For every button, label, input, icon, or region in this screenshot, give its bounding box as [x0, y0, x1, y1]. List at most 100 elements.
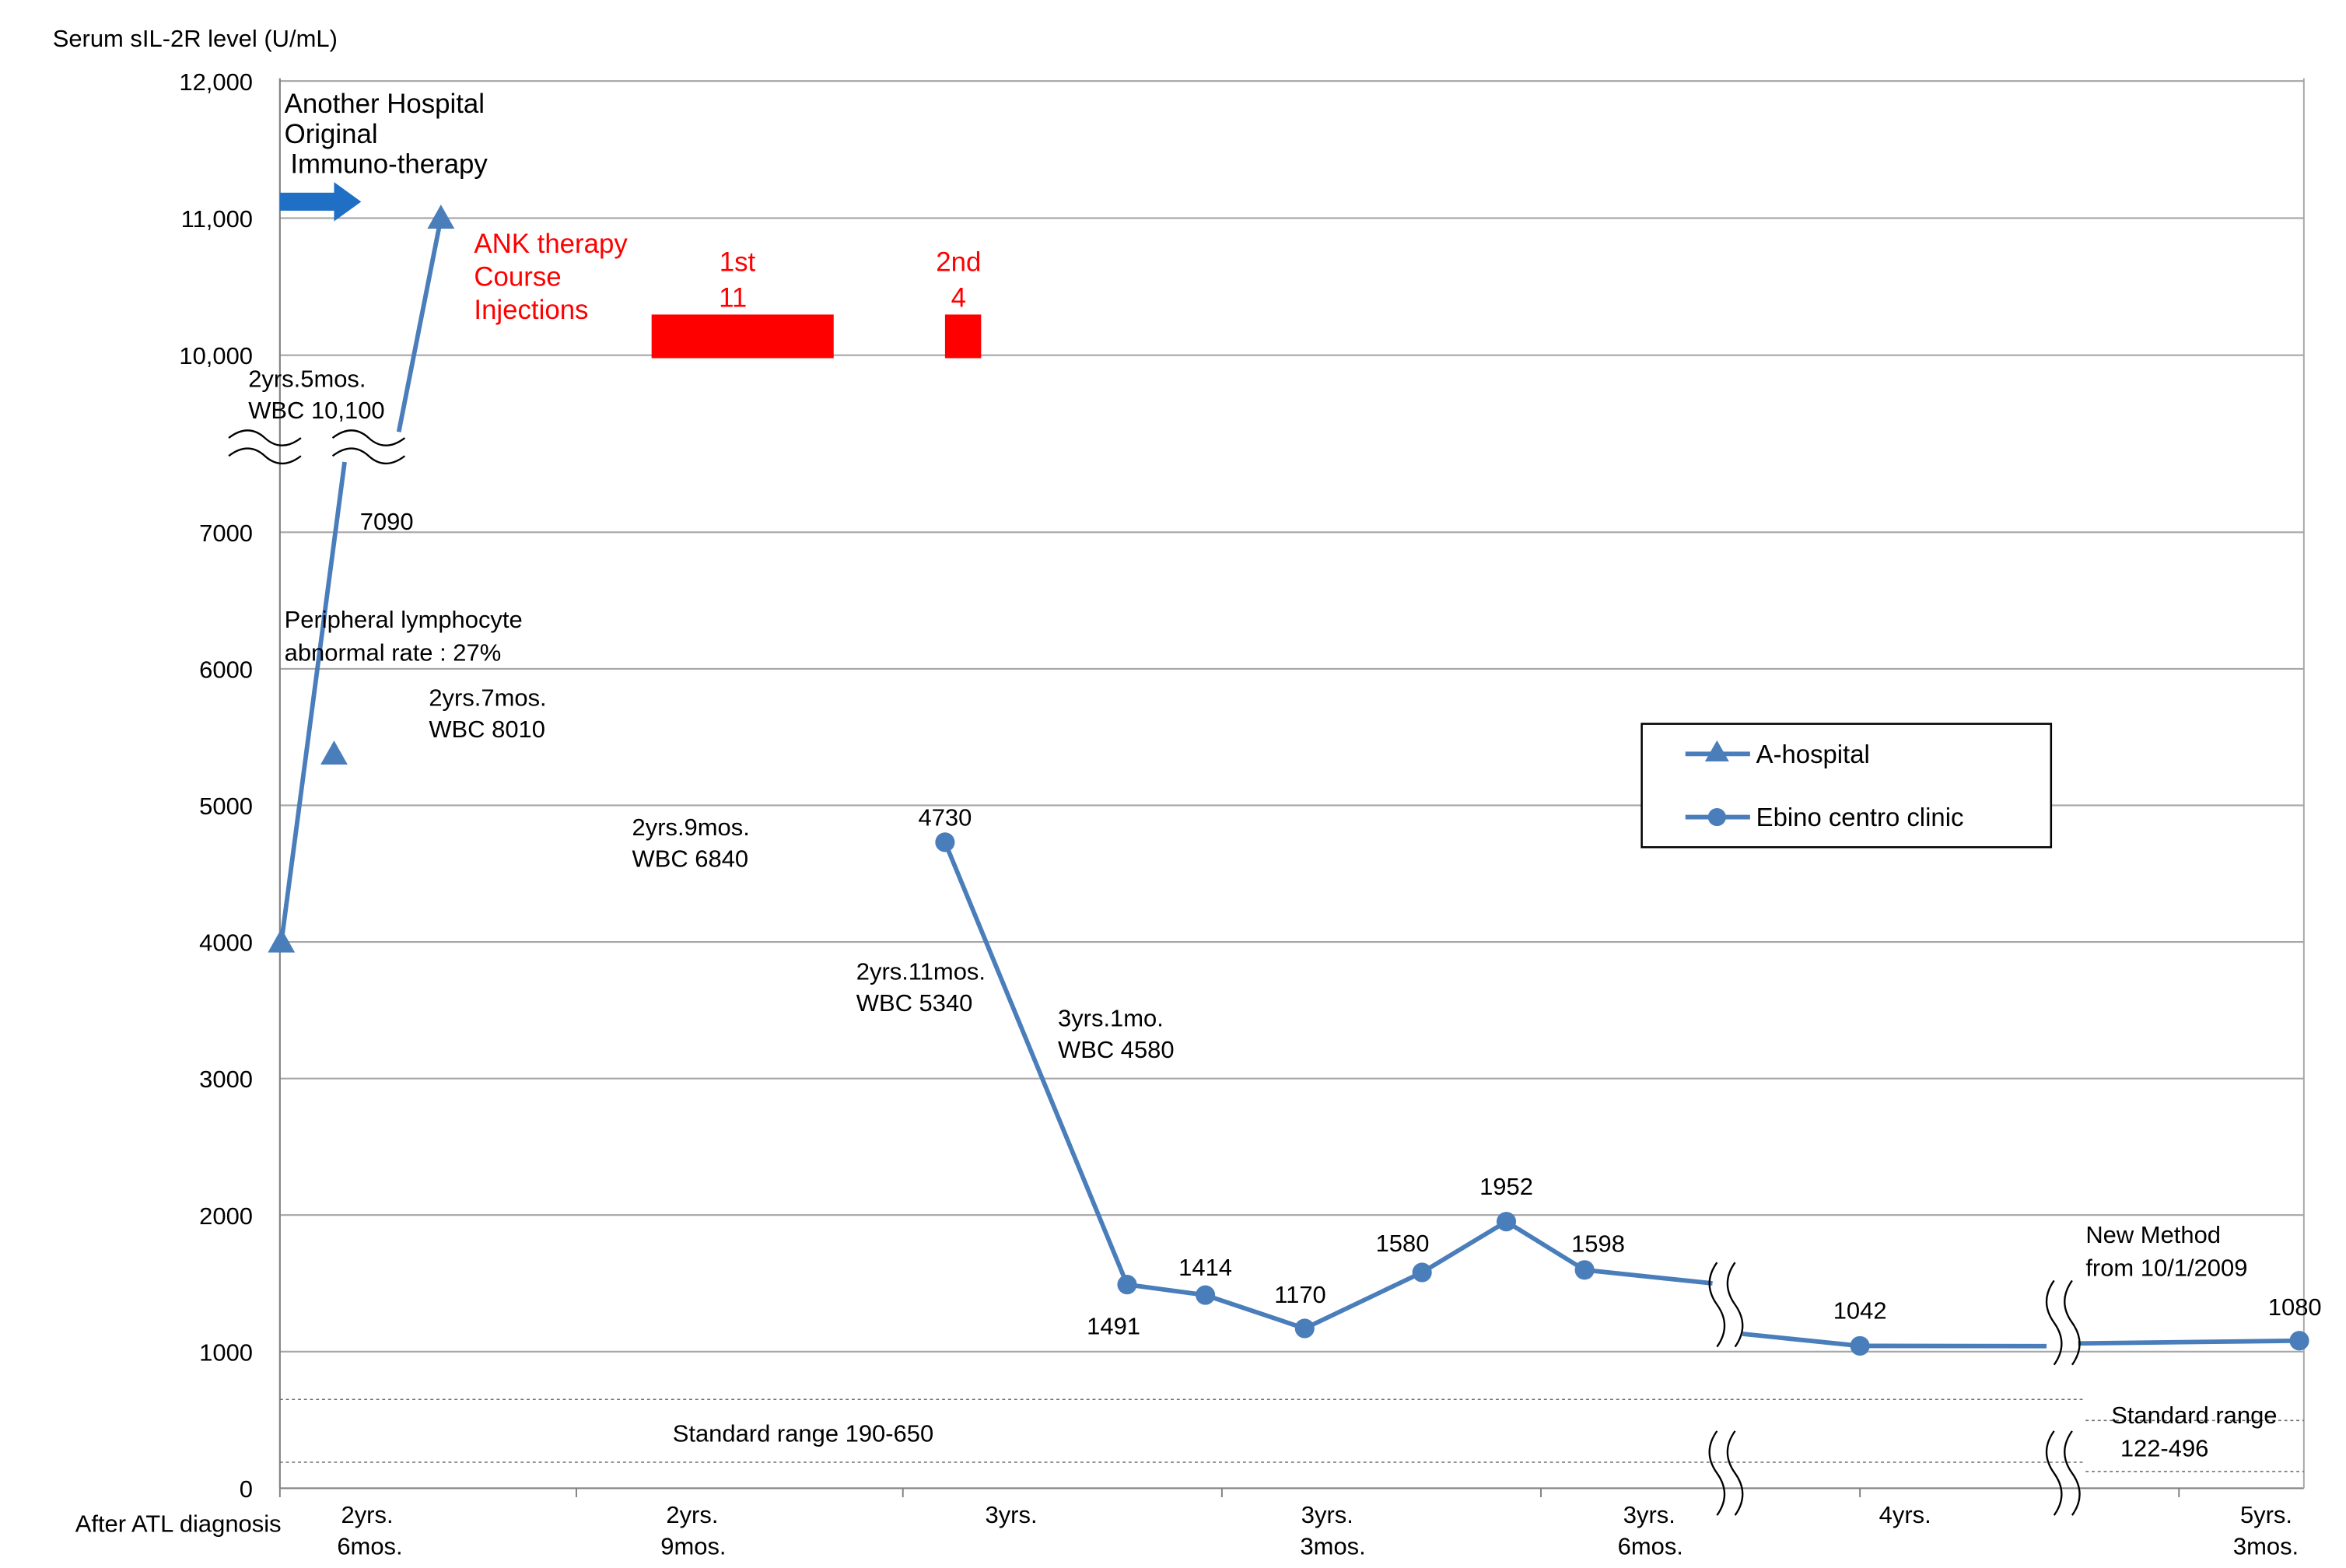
data-label: 1080 [2268, 1293, 2322, 1321]
series-b-line-segment [2078, 1338, 2300, 1346]
ank-course-2-name: 2nd [936, 247, 981, 277]
legend-circle-marker-icon [1707, 807, 1726, 827]
series-b-circle-marker [1294, 1318, 1315, 1339]
annotation-2yrs5mos: 2yrs.5mos. [248, 365, 366, 392]
legend-label-a-hospital: A-hospital [1756, 740, 1870, 768]
x-tick-label: 2yrs. [666, 1501, 718, 1528]
annotation-3yrs1mo: 3yrs.1mo. [1058, 1004, 1164, 1031]
series-b-circle-marker [1496, 1212, 1517, 1232]
series-a-line-segment [396, 217, 443, 432]
annotation-2yrs7mos: 2yrs.7mos. [429, 684, 546, 711]
y-tick-label: 0 [240, 1475, 253, 1503]
x-tick-label: 3yrs. [1623, 1501, 1675, 1528]
axis-break-mark [331, 429, 406, 465]
data-label: 1170 [1274, 1281, 1326, 1308]
x-tick-label: 6mos. [1618, 1533, 1683, 1560]
annotation-2yrs11mos: 2yrs.11mos. [856, 957, 986, 985]
y-tick-label: 5000 [199, 793, 253, 820]
annotation-2yrs9mos: 2yrs.9mos. [632, 814, 750, 841]
series-a-line-segment [278, 461, 347, 943]
data-labels: 7090 4730 1491 1414 1170 1580 1952 1598 1042 1080 [360, 508, 2322, 1339]
axis-break-mark [228, 429, 302, 465]
x-tick-label: 5yrs. [2240, 1501, 2292, 1528]
axis-break-mark [1708, 1430, 1744, 1516]
series-b-line-segment [1742, 1332, 2047, 1349]
standard-range-2-line1: Standard range [2111, 1402, 2277, 1429]
y-tick-label: 3000 [199, 1066, 253, 1093]
data-label: 7090 [360, 508, 414, 535]
series-b-circle-marker [935, 832, 955, 852]
data-label: 1414 [1178, 1254, 1232, 1281]
another-hospital-line2: Original [285, 119, 378, 149]
data-label: 4730 [918, 804, 972, 831]
annotation-wbc-4580: WBC 4580 [1058, 1036, 1175, 1063]
data-label: 1952 [1479, 1173, 1533, 1200]
series-a-hospital [268, 204, 455, 953]
data-label: 1491 [1087, 1312, 1140, 1339]
axis-break-marks [228, 429, 2081, 1516]
y-tick-label: 2000 [199, 1202, 253, 1230]
axis-break-mark [1708, 1262, 1744, 1348]
legend-box [1640, 723, 2053, 849]
series-b-circle-marker [1412, 1262, 1432, 1283]
annotation-new-method: New Method [2085, 1221, 2221, 1248]
standard-range-1-label: Standard range 190-650 [673, 1419, 933, 1447]
series-b-circle-marker [2289, 1331, 2309, 1351]
series-b-circle-marker [1196, 1285, 1216, 1305]
x-tick-labels: 2yrs. 6mos. 2yrs. 9mos. 3yrs. 3yrs. 3mos. 3yrs.… [337, 1501, 2299, 1560]
therapy-arrow-icon [279, 182, 362, 222]
series-b-circle-marker [1574, 1260, 1595, 1280]
annotation-wbc-10100: WBC 10,100 [248, 397, 384, 424]
series-ebino-centro-clinic [935, 832, 2309, 1356]
series-a-triangle-marker [427, 204, 455, 229]
series-a-triangle-marker [268, 928, 296, 953]
standard-range-2-line2: 122-496 [2120, 1435, 2209, 1462]
y-tick-labels: 12,000 11,000 10,000 7000 6000 5000 4000 3000 20… [179, 68, 253, 1503]
legend-label-ebino: Ebino centro clinic [1756, 803, 1964, 831]
ank-course-1-bar [651, 314, 834, 359]
series-b-circle-marker [1850, 1335, 1870, 1356]
y-tick-label: 12,000 [179, 68, 253, 96]
data-label: 1580 [1376, 1230, 1430, 1257]
x-tick-label: 9mos. [660, 1533, 726, 1560]
x-tick-label: 3mos. [1300, 1533, 1365, 1560]
axis-break-mark [2045, 1279, 2081, 1366]
y-tick-label: 10,000 [179, 342, 253, 369]
annotation-peripheral: Peripheral lymphocyte [285, 606, 523, 633]
annotation-abnormal-rate: abnormal rate : 27% [285, 639, 502, 666]
gridlines [278, 78, 2305, 1497]
ank-course-1-name: 1st [720, 247, 756, 277]
legend-triangle-marker-icon [1704, 740, 1729, 761]
annotation-wbc-8010: WBC 8010 [429, 716, 545, 743]
ank-course-2-bar [944, 314, 982, 359]
annotation-wbc-5340: WBC 5340 [856, 989, 973, 1017]
ank-course-1-injections: 11 [719, 283, 747, 313]
x-tick-label: 3yrs. [1301, 1501, 1353, 1528]
x-tick-label: 3mos. [2233, 1533, 2299, 1560]
standard-range: Standard range 190-650 Standard range 12… [279, 1398, 2304, 1472]
ank-therapy: ANK therapy Course Injections 1st 11 2nd… [474, 229, 982, 359]
annotations: 2yrs.5mos. WBC 10,100 Peripheral lymphoc… [248, 365, 2247, 1281]
y-tick-label: 11,000 [181, 205, 253, 233]
x-tick-label: 6mos. [337, 1533, 402, 1560]
another-hospital-therapy: Another Hospital Original Immuno-therapy [279, 89, 488, 222]
another-hospital-line1: Another Hospital [285, 89, 485, 119]
ank-title-line1: ANK therapy [474, 229, 628, 259]
y-tick-label: 1000 [199, 1339, 253, 1366]
y-tick-label: 6000 [199, 656, 253, 683]
data-label: 1598 [1571, 1230, 1625, 1258]
x-tick-label: 2yrs. [341, 1501, 394, 1528]
ank-course-2-injections: 4 [951, 283, 966, 313]
x-tick-label: 3yrs. [986, 1501, 1038, 1528]
axis-break-mark [2045, 1430, 2081, 1516]
series-b-line-segment [943, 841, 1713, 1332]
ank-title-line2: Course [474, 262, 561, 292]
x-axis-title: After ATL diagnosis [75, 1510, 282, 1537]
y-axis-title: Serum sIL-2R level (U/mL) [53, 25, 338, 52]
y-tick-label: 4000 [199, 929, 253, 957]
x-tick-label: 4yrs. [1879, 1501, 1931, 1528]
another-hospital-line3: Immuno-therapy [290, 149, 488, 180]
series-b-circle-marker [1117, 1275, 1137, 1295]
annotation-from-date: from 10/1/2009 [2085, 1255, 2247, 1282]
